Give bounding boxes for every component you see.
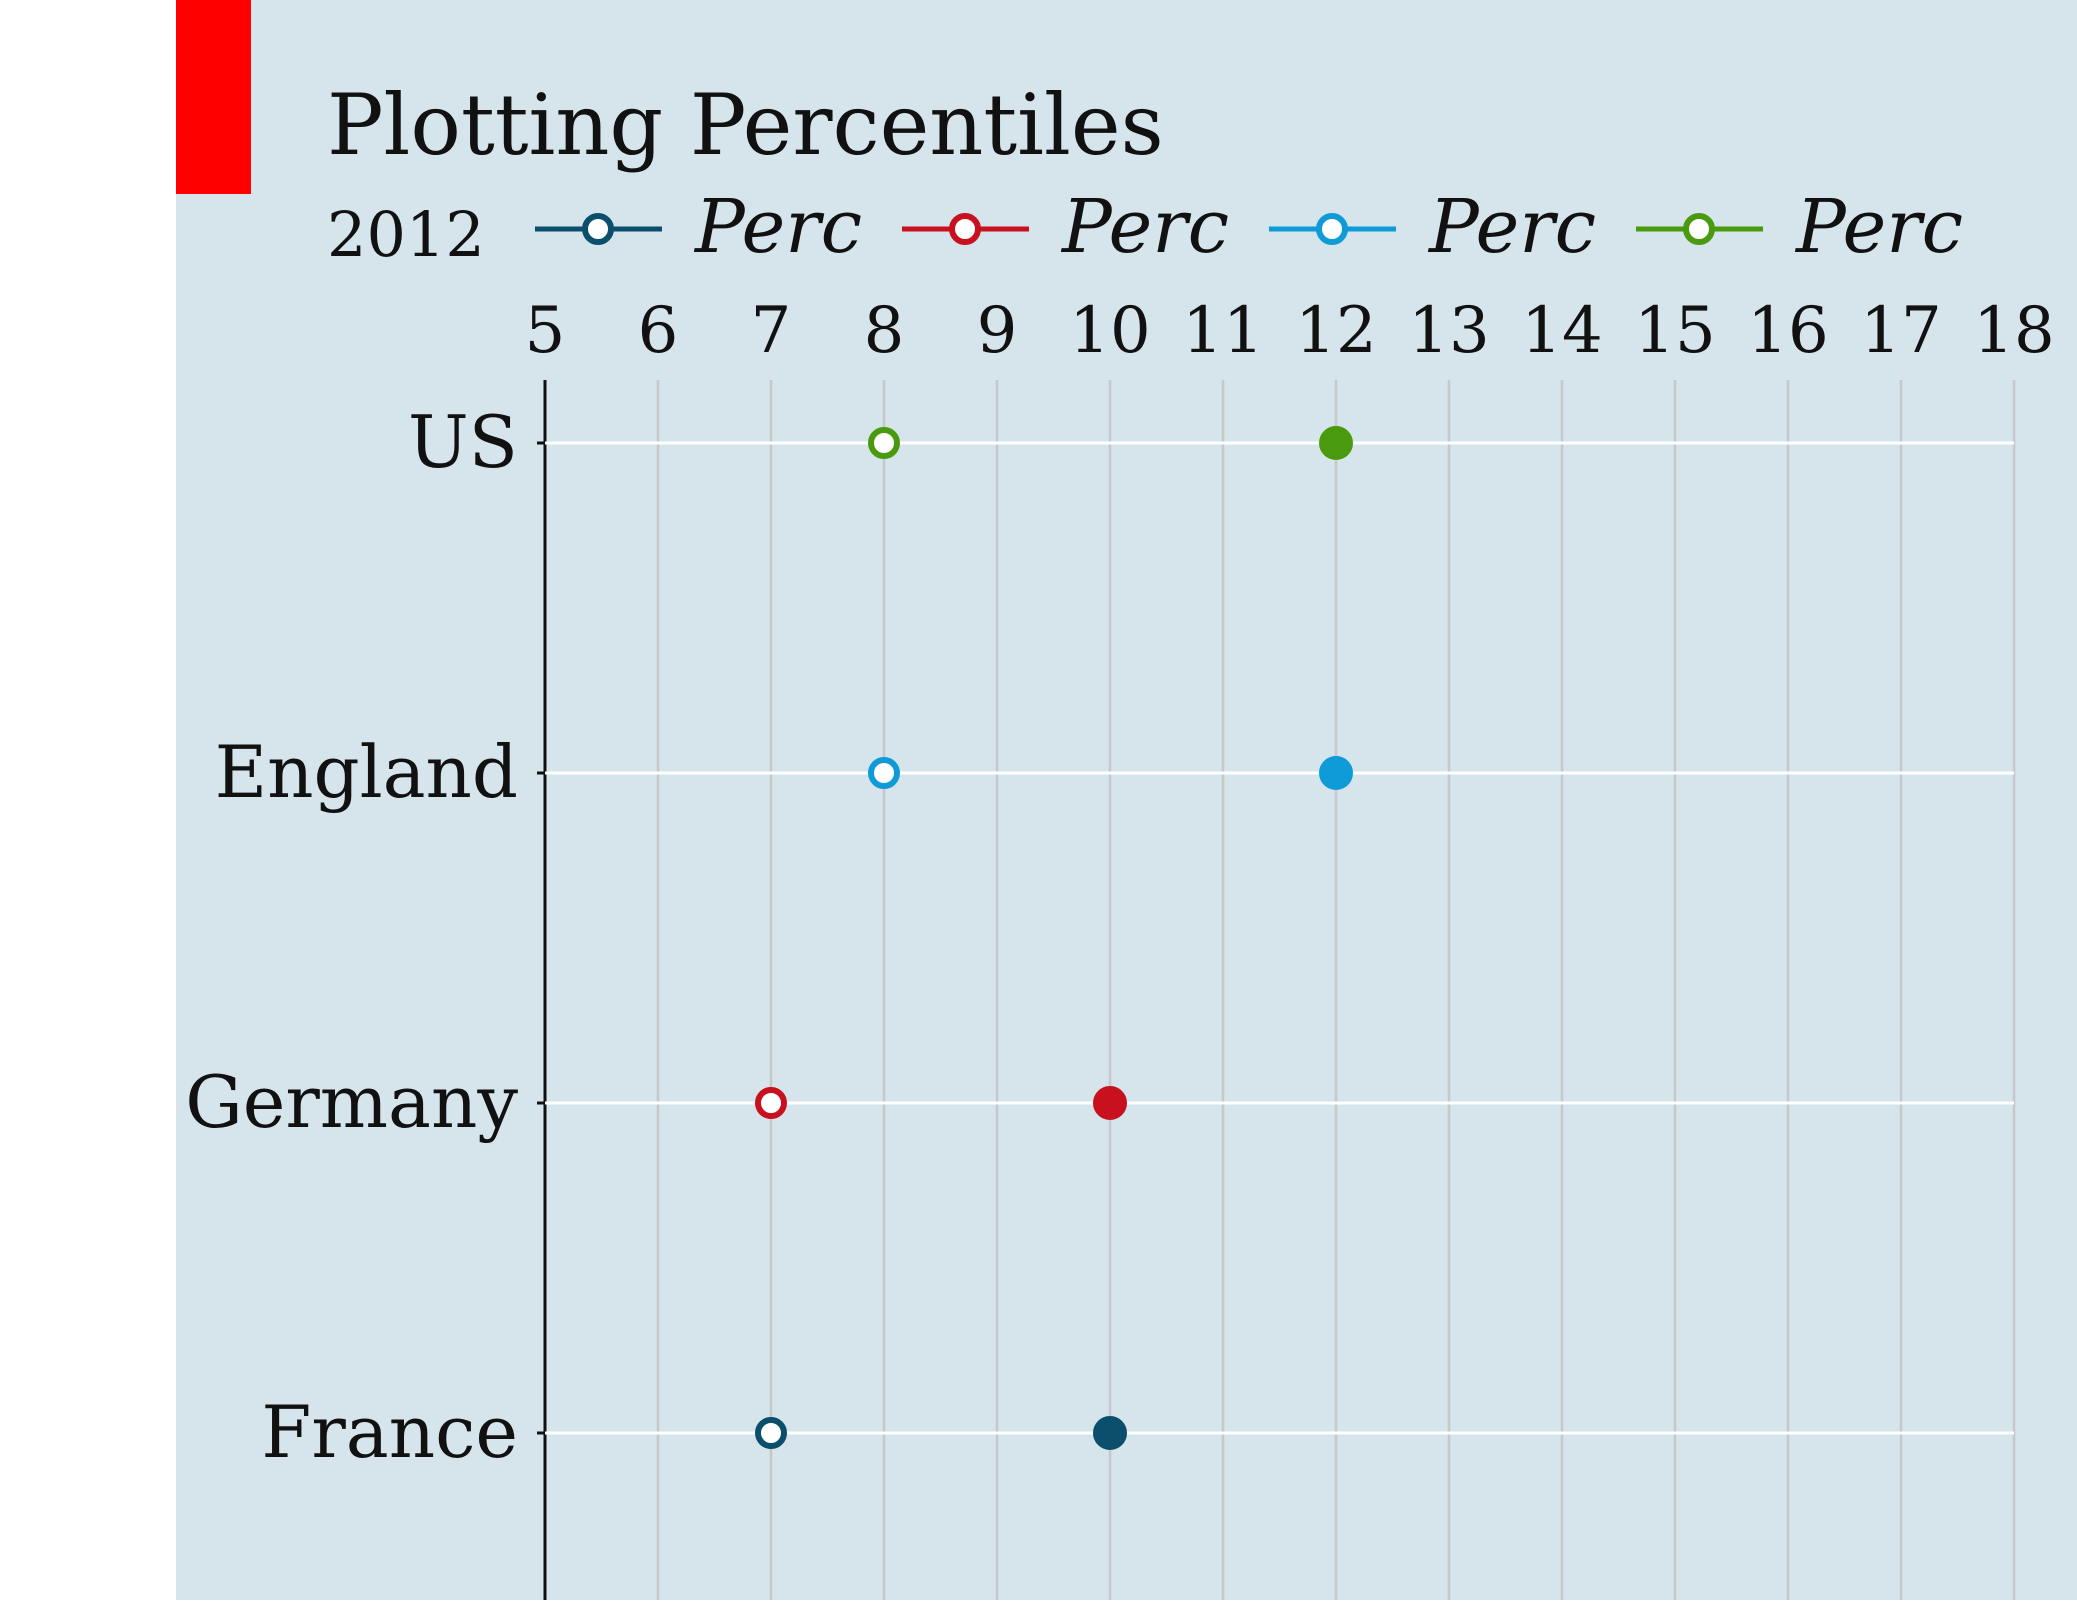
data-point-open [868, 757, 900, 789]
x-tick-label: 18 [1973, 294, 2054, 368]
x-tick-label: 14 [1521, 294, 1602, 368]
legend-marker [1683, 213, 1715, 245]
category-label: US [408, 400, 518, 484]
x-tick-label: 17 [1860, 294, 1941, 368]
data-point-filled [1319, 426, 1353, 460]
data-point-open [868, 427, 900, 459]
x-tick-label: 7 [751, 294, 792, 368]
category-label: Germany [185, 1060, 518, 1144]
x-axis: 5 6 7 8 9 10 11 12 13 14 15 16 17 18 [525, 294, 2055, 1600]
x-tick-label: 16 [1747, 294, 1828, 368]
chart-title: Plotting Percentiles [327, 76, 1164, 174]
data-point-filled [1319, 756, 1353, 790]
gridlines [656, 380, 2016, 1600]
legend-label: Perc [1427, 184, 1596, 270]
x-tick-label: 11 [1182, 294, 1263, 368]
legend-marker [582, 213, 614, 245]
chart-subtitle: 2012 [327, 198, 485, 271]
x-tick-label: 15 [1634, 294, 1715, 368]
accent-bar [176, 0, 251, 194]
x-tick-label: 5 [525, 294, 566, 368]
legend: Perc Perc Perc Perc [535, 184, 1963, 270]
x-tick-label: 10 [1069, 294, 1150, 368]
x-tick-label: 9 [977, 294, 1018, 368]
data-point-filled [1093, 1416, 1127, 1450]
category-axis: US England Germany France [185, 400, 2014, 1474]
x-tick-label: 12 [1295, 294, 1376, 368]
chart-panel-background [176, 0, 2077, 1600]
data-point-filled [1093, 1086, 1127, 1120]
data-points [755, 426, 1353, 1450]
data-point-open [755, 1087, 787, 1119]
legend-label: Perc [1060, 184, 1229, 270]
x-tick-label: 13 [1408, 294, 1489, 368]
category-label: England [215, 730, 518, 814]
x-tick-label: 6 [638, 294, 679, 368]
x-tick-label: 8 [864, 294, 905, 368]
legend-marker [949, 213, 981, 245]
legend-label: Perc [1794, 184, 1963, 270]
category-label: France [261, 1390, 518, 1474]
legend-label: Perc [693, 184, 862, 270]
data-point-open [755, 1417, 787, 1449]
legend-marker [1316, 213, 1348, 245]
